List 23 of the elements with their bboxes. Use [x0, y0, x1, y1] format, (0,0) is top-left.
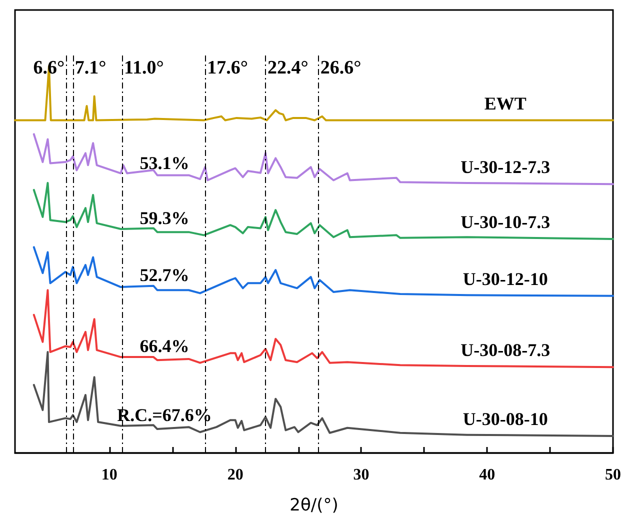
ref-line-label: 26.6°	[320, 57, 362, 78]
x-tick-label: 10	[101, 466, 118, 484]
annotation: 59.3%	[140, 208, 190, 228]
ref-line-label: 6.6°	[33, 57, 65, 78]
annotation: 53.1%	[140, 153, 190, 174]
ref-line-label: 11.0°	[124, 57, 164, 78]
annotation: 66.4%	[140, 336, 190, 356]
ref-line-label: 22.4°	[268, 57, 308, 78]
annotation: 52.7%	[140, 264, 190, 285]
x-tick-label: 30	[353, 466, 370, 484]
series-label: U-30-12-10	[462, 268, 548, 289]
ref-line-label: 7.1°	[74, 57, 106, 78]
x-tick-label: 50	[605, 466, 621, 484]
series-label: U-30-10-7.3	[460, 212, 550, 232]
ref-line-label: 17.6°	[207, 57, 248, 78]
series-label: EWT	[484, 93, 526, 114]
x-axis-title: 2θ/(°)	[290, 496, 338, 516]
x-tick-label: 20	[227, 466, 244, 484]
annotation: R.C.=67.6%	[117, 404, 212, 425]
series-label: U-30-12-7.3	[460, 157, 550, 178]
series-label: U-30-08-10	[462, 408, 548, 429]
x-tick-label: 40	[479, 466, 496, 484]
series-label: U-30-08-7.3	[460, 340, 550, 360]
